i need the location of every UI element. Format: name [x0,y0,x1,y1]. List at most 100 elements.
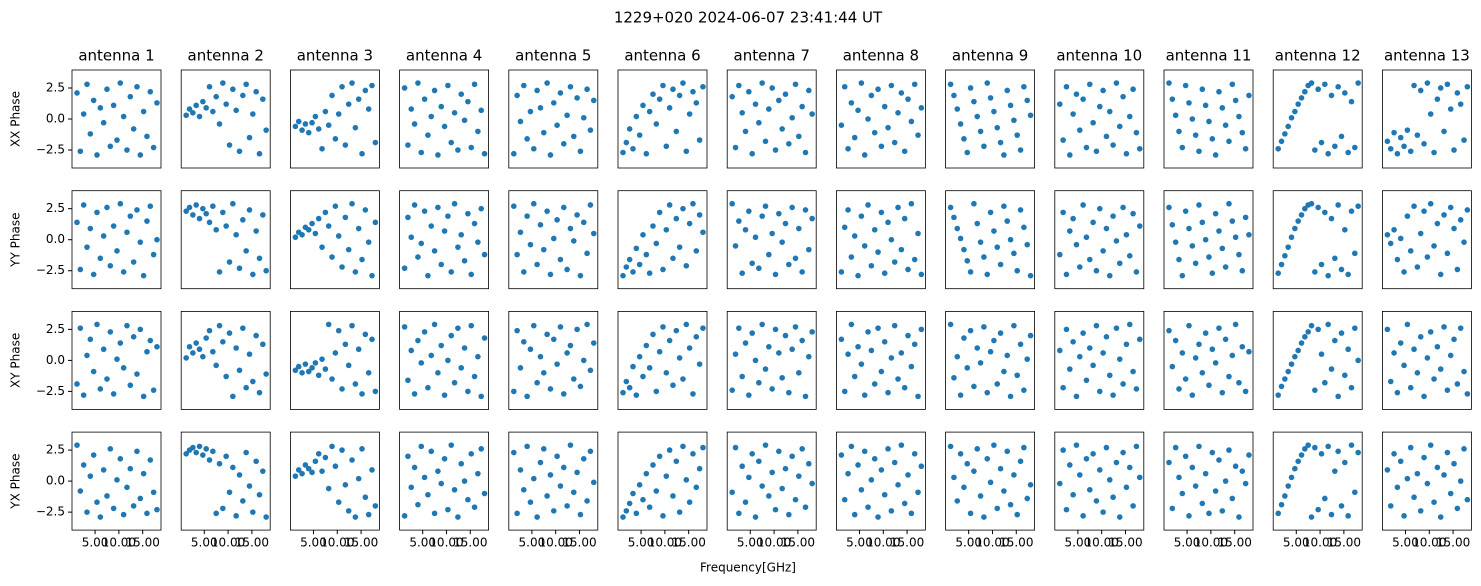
point [891,322,898,329]
point [1182,208,1189,214]
point [1282,131,1288,137]
point [80,462,87,468]
point [418,443,425,450]
point [967,327,974,334]
point [302,361,309,367]
y-tick-label: −2.5 [36,143,65,157]
point [220,505,226,512]
panel-frame [1054,310,1145,410]
point [1106,272,1113,279]
point [686,499,693,505]
point [623,378,630,385]
panel-frame [1054,431,1145,531]
row-label: YX Phase [9,453,23,509]
point [471,81,478,88]
point [1017,207,1024,213]
point [1441,128,1447,135]
point [100,119,107,126]
scatter-points [1056,321,1143,400]
point [587,127,594,133]
point [1172,239,1179,245]
point [339,264,345,270]
point [742,128,749,135]
point [670,86,676,93]
y-tick-label: 0.0 [46,112,65,126]
point [1222,264,1229,270]
point [1014,267,1021,274]
point [87,225,94,232]
point [401,265,408,272]
point [1007,102,1014,109]
point [1437,514,1444,520]
point [663,226,670,233]
point [547,472,554,478]
scatter-points [1384,200,1471,278]
point [792,324,799,330]
point [841,224,848,231]
point [1454,381,1461,387]
point [1096,205,1103,212]
point [1397,235,1404,242]
point [137,152,144,158]
x-tick-label: 10.00 [975,536,1009,550]
point [660,266,666,273]
point [905,96,911,102]
point [117,340,124,346]
point [517,229,524,236]
point [1189,116,1196,122]
point [226,259,233,265]
point [636,482,643,488]
point [1345,271,1351,278]
point [481,335,488,341]
point [1332,143,1338,150]
point [1322,379,1328,386]
point [1123,341,1130,348]
point [1014,511,1021,518]
point [957,451,964,457]
point [1278,383,1285,390]
point [299,370,305,376]
point [746,474,752,481]
panel-frame [289,431,380,531]
point [1090,219,1096,226]
point [756,265,762,272]
point [799,269,805,275]
point [584,321,590,328]
point [732,243,739,249]
point [468,322,475,329]
point [670,382,676,389]
point [1070,215,1076,222]
x-tick-label: 15.00 [453,536,487,550]
point [769,469,775,476]
point [1285,368,1291,375]
point [1196,341,1202,348]
point [557,90,564,96]
point [700,229,706,236]
point [418,240,425,247]
point [650,462,656,468]
point [1136,145,1143,152]
point [1073,241,1080,248]
panel-frame [726,310,817,410]
point [514,92,520,99]
point [865,329,871,335]
point [1130,210,1136,217]
point [848,254,855,260]
point [855,107,861,114]
point [1073,393,1080,400]
point [1414,132,1421,138]
scatter-points [401,442,488,520]
point [789,114,795,121]
point [74,381,80,387]
panel-frame [836,190,926,290]
point [626,256,633,263]
point [776,350,782,356]
point [87,473,94,479]
point [292,234,299,241]
point [792,496,799,503]
point [1384,467,1391,473]
point [260,341,266,348]
point [445,82,451,89]
point [1342,372,1348,379]
point [1179,490,1186,497]
